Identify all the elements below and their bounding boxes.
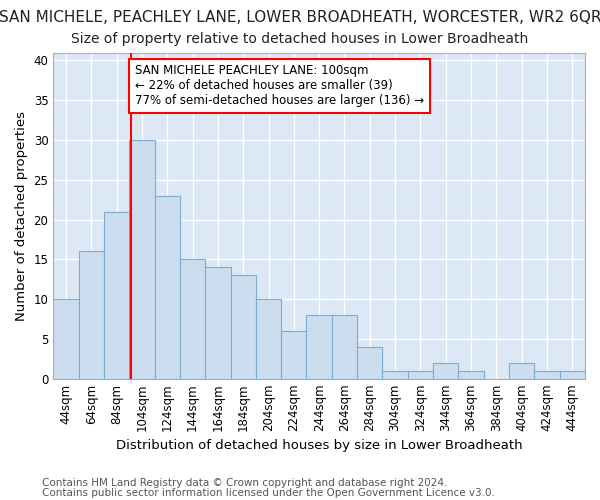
Bar bbox=[307, 315, 332, 378]
X-axis label: Distribution of detached houses by size in Lower Broadheath: Distribution of detached houses by size … bbox=[116, 440, 523, 452]
Y-axis label: Number of detached properties: Number of detached properties bbox=[15, 110, 28, 320]
Bar bbox=[509, 363, 535, 378]
Text: SAN MICHELE, PEACHLEY LANE, LOWER BROADHEATH, WORCESTER, WR2 6QR: SAN MICHELE, PEACHLEY LANE, LOWER BROADH… bbox=[0, 10, 600, 25]
Bar bbox=[180, 260, 205, 378]
Bar bbox=[129, 140, 155, 378]
Text: Contains HM Land Registry data © Crown copyright and database right 2024.: Contains HM Land Registry data © Crown c… bbox=[42, 478, 448, 488]
Bar bbox=[357, 347, 382, 378]
Bar bbox=[104, 212, 129, 378]
Bar bbox=[433, 363, 458, 378]
Bar bbox=[230, 276, 256, 378]
Bar bbox=[53, 299, 79, 378]
Bar bbox=[458, 370, 484, 378]
Bar bbox=[256, 299, 281, 378]
Bar bbox=[155, 196, 180, 378]
Bar bbox=[382, 370, 408, 378]
Bar bbox=[408, 370, 433, 378]
Bar bbox=[535, 370, 560, 378]
Bar bbox=[79, 252, 104, 378]
Text: SAN MICHELE PEACHLEY LANE: 100sqm
← 22% of detached houses are smaller (39)
77% : SAN MICHELE PEACHLEY LANE: 100sqm ← 22% … bbox=[135, 64, 424, 108]
Bar bbox=[560, 370, 585, 378]
Bar bbox=[205, 268, 230, 378]
Bar bbox=[281, 331, 307, 378]
Text: Size of property relative to detached houses in Lower Broadheath: Size of property relative to detached ho… bbox=[71, 32, 529, 46]
Text: Contains public sector information licensed under the Open Government Licence v3: Contains public sector information licen… bbox=[42, 488, 495, 498]
Bar bbox=[332, 315, 357, 378]
